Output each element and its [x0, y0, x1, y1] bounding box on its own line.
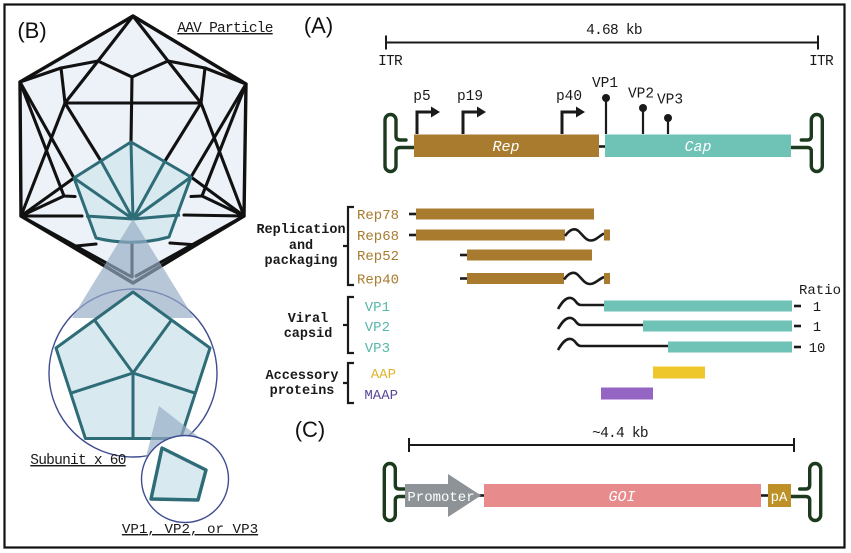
svg-text:VP2: VP2 — [628, 87, 654, 103]
svg-text:and: and — [289, 239, 313, 254]
svg-text:Rep68: Rep68 — [357, 229, 399, 245]
svg-text:proteins: proteins — [270, 384, 335, 399]
svg-text:Cap: Cap — [684, 139, 711, 156]
svg-text:Replication: Replication — [256, 223, 345, 238]
svg-text:MAAP: MAAP — [364, 388, 398, 404]
svg-text:Accessory: Accessory — [266, 369, 339, 384]
svg-text:GOI: GOI — [608, 489, 635, 506]
svg-text:Viral: Viral — [288, 312, 329, 327]
svg-text:ITR: ITR — [809, 54, 834, 70]
svg-text:Promoter: Promoter — [407, 490, 474, 506]
svg-text:1: 1 — [813, 320, 821, 336]
svg-text:VP3: VP3 — [657, 93, 683, 109]
svg-text:Rep: Rep — [492, 139, 519, 156]
svg-text:Rep52: Rep52 — [357, 249, 399, 265]
svg-text:4.68 kb: 4.68 kb — [586, 23, 642, 39]
svg-text:packaging: packaging — [265, 254, 338, 269]
svg-text:10: 10 — [809, 341, 826, 357]
svg-text:~4.4 kb: ~4.4 kb — [592, 426, 648, 442]
svg-text:AAP: AAP — [371, 367, 396, 383]
svg-text:Ratio: Ratio — [799, 283, 841, 299]
svg-text:Rep78: Rep78 — [357, 208, 399, 224]
svg-text:ITR: ITR — [378, 54, 403, 70]
svg-text:VP3: VP3 — [365, 341, 390, 357]
svg-text:p19: p19 — [457, 89, 483, 105]
svg-text:(C): (C) — [295, 417, 326, 442]
svg-text:capsid: capsid — [284, 327, 333, 342]
svg-text:VP1: VP1 — [592, 76, 618, 92]
svg-text:Rep40: Rep40 — [357, 273, 399, 289]
svg-text:pA: pA — [771, 490, 788, 506]
svg-text:1: 1 — [813, 300, 821, 316]
svg-text:(B): (B) — [17, 18, 46, 43]
svg-text:VP2: VP2 — [365, 320, 390, 336]
svg-text:p5: p5 — [413, 89, 430, 105]
svg-text:Subunit x 60: Subunit x 60 — [30, 453, 125, 469]
svg-text:p40: p40 — [556, 89, 582, 105]
svg-text:VP1, VP2, or VP3: VP1, VP2, or VP3 — [122, 522, 258, 538]
svg-text:AAV Particle: AAV Particle — [177, 21, 272, 37]
svg-text:VP1: VP1 — [365, 300, 390, 316]
svg-text:(A): (A) — [304, 13, 333, 38]
